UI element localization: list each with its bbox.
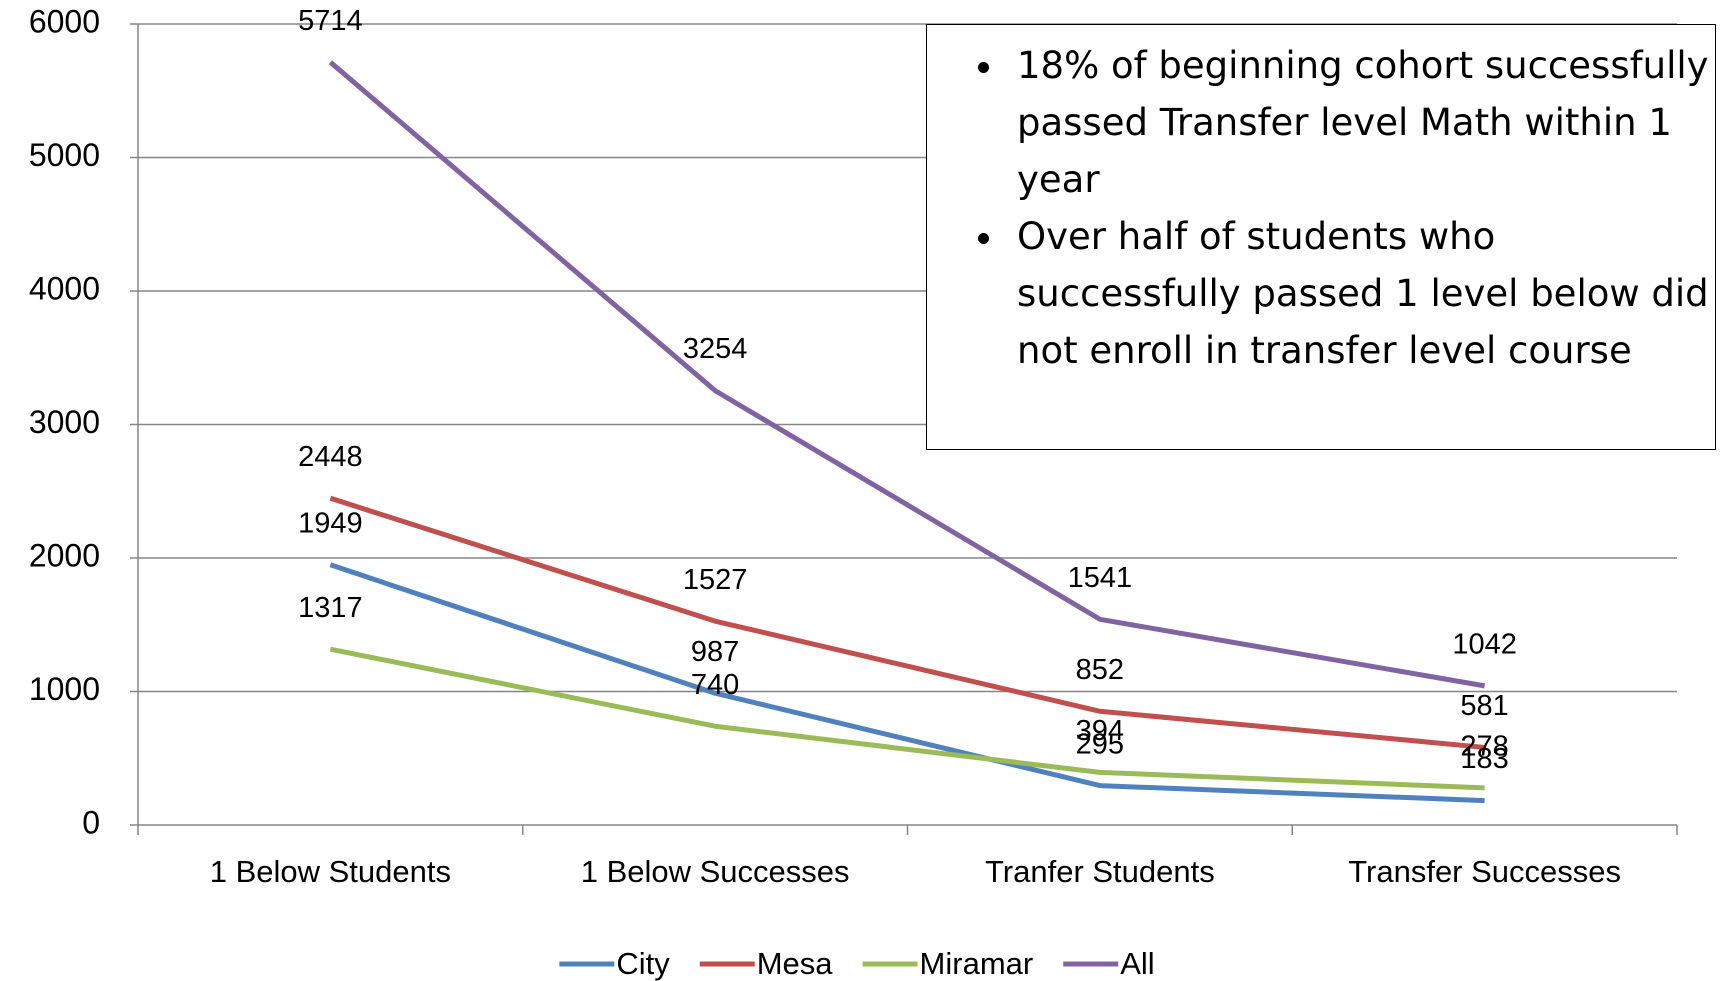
y-tick-label: 4000 — [29, 270, 100, 306]
data-label: 278 — [1460, 731, 1508, 763]
y-tick-label: 0 — [82, 804, 100, 840]
legend: City Mesa Miramar All — [559, 946, 1155, 981]
data-label: 2448 — [298, 441, 363, 473]
x-tick-label: 1 Below Successes — [581, 854, 850, 889]
data-label: 1042 — [1452, 629, 1517, 661]
data-label: 3254 — [683, 333, 748, 365]
series-line — [328, 60, 1486, 689]
x-tick-label: Transfer Successes — [1348, 854, 1621, 889]
data-label: 1527 — [683, 564, 748, 596]
annotation: 18% of beginning cohort successfully pas… — [1007, 37, 1715, 208]
y-tick-label: 5000 — [29, 137, 100, 173]
annotation: Over half of students who successfully p… — [1007, 208, 1715, 379]
data-label: 5714 — [298, 5, 363, 37]
data-label: 852 — [1076, 654, 1124, 686]
series-line — [329, 495, 1485, 750]
y-tick-label: 1000 — [29, 671, 100, 707]
legend-label: All — [1120, 946, 1154, 981]
x-tick-label: Tranfer Students — [985, 854, 1215, 889]
data-label: 581 — [1460, 690, 1508, 722]
annotation-box: 18% of beginning cohort successfully pas… — [926, 24, 1716, 450]
legend-label: City — [616, 946, 670, 981]
data-label: 1541 — [1068, 562, 1133, 594]
data-label: 394 — [1076, 715, 1124, 747]
series-line — [329, 646, 1485, 791]
series-line — [329, 562, 1485, 804]
y-tick-label: 6000 — [29, 3, 100, 39]
x-tick-label: 1 Below Students — [210, 854, 451, 889]
annotation-list: 18% of beginning cohort successfully pas… — [927, 37, 1715, 379]
legend-label: Mesa — [757, 946, 834, 981]
y-tick-label: 2000 — [29, 537, 100, 573]
data-label: 183 — [1460, 743, 1508, 775]
data-label: 1949 — [298, 507, 363, 539]
legend-label: Miramar — [920, 946, 1034, 981]
data-label: 295 — [1076, 728, 1124, 760]
y-tick-label: 3000 — [29, 404, 100, 440]
data-label: 740 — [691, 669, 739, 701]
data-label: 987 — [691, 636, 739, 668]
data-label: 1317 — [298, 592, 363, 624]
